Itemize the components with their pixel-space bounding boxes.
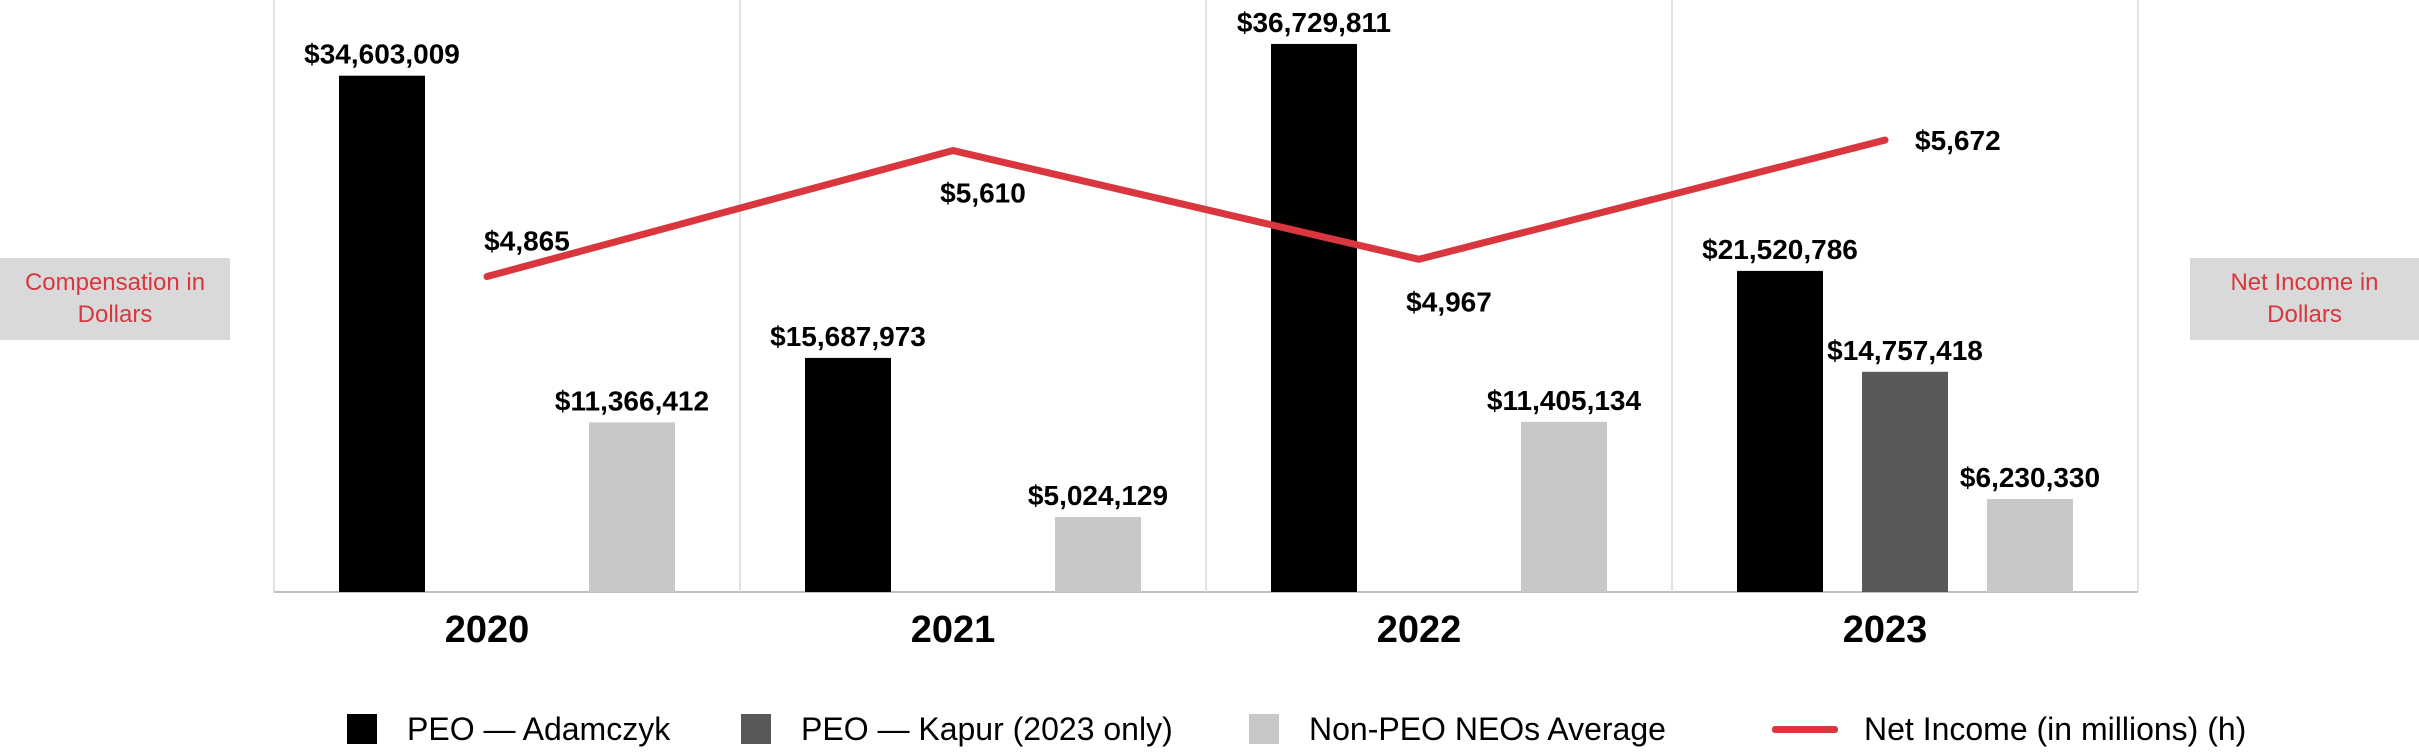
bar-label-2-2023: $6,230,330	[1960, 462, 2100, 493]
bar-label-1-2023: $14,757,418	[1827, 335, 1983, 366]
x-tick-2022: 2022	[1377, 609, 1462, 651]
legend-swatch-kapur	[741, 714, 771, 744]
net-income-label-2020: $4,865	[484, 226, 570, 257]
bar-label-0-2023: $21,520,786	[1702, 234, 1858, 265]
bar-2-2023	[1987, 499, 2073, 592]
legend-label-net-income: Net Income (in millions) (h)	[1864, 710, 2247, 747]
bar-2-2022	[1521, 421, 1607, 592]
plot-frame	[273, 0, 2139, 593]
bar-1-2023	[1862, 371, 1948, 592]
bar-label-2-2022: $11,405,134	[1487, 385, 1642, 416]
legend-swatch-net-income	[1772, 725, 1838, 733]
bar-0-2021	[805, 357, 891, 592]
legend-swatch-non-peo	[1249, 714, 1279, 744]
bar-0-2020	[339, 75, 425, 592]
bar-label-0-2020: $34,603,009	[304, 39, 460, 70]
x-tick-2021: 2021	[911, 609, 996, 651]
legend-label-kapur: PEO — Kapur (2023 only)	[801, 710, 1173, 747]
legend-item-non-peo: Non-PEO NEOs Average	[1249, 706, 1666, 752]
net-income-line-group: $4,865 $5,610 $4,967 $5,672	[483, 125, 2001, 317]
bar-labels-group: $34,603,009 $15,687,973 $36,729,811 $21,520…	[304, 7, 2100, 511]
legend-swatch-adamczyk	[347, 714, 377, 744]
net-income-label-2021: $5,610	[940, 178, 1026, 209]
legend-item-adamczyk: PEO — Adamczyk	[347, 706, 670, 752]
bar-2-2021	[1055, 517, 1141, 592]
net-income-label-2023: $5,672	[1915, 125, 2001, 156]
bars-group	[339, 43, 2073, 592]
bar-0-2022	[1271, 43, 1357, 592]
bar-label-2-2021: $5,024,129	[1028, 480, 1168, 511]
left-axis-label: Compensation in Dollars	[0, 258, 230, 340]
legend-item-net-income: Net Income (in millions) (h)	[1772, 706, 2246, 752]
net-income-label-2022: $4,967	[1406, 286, 1492, 317]
x-tick-labels: 2020 2021 2022 2023	[445, 609, 1928, 651]
right-axis-label: Net Income in Dollars	[2190, 258, 2419, 340]
bar-label-0-2021: $15,687,973	[770, 321, 926, 352]
legend-item-kapur: PEO — Kapur (2023 only)	[741, 706, 1173, 752]
bar-2-2020	[589, 422, 675, 592]
x-tick-2023: 2023	[1843, 609, 1928, 651]
net-income-line	[483, 136, 1889, 281]
legend-label-adamczyk: PEO — Adamczyk	[407, 710, 671, 747]
legend-label-non-peo: Non-PEO NEOs Average	[1309, 710, 1666, 747]
x-tick-2020: 2020	[445, 609, 530, 651]
bar-0-2023	[1737, 270, 1823, 592]
bar-label-0-2022: $36,729,811	[1237, 7, 1391, 38]
bar-label-2-2020: $11,366,412	[555, 385, 709, 416]
